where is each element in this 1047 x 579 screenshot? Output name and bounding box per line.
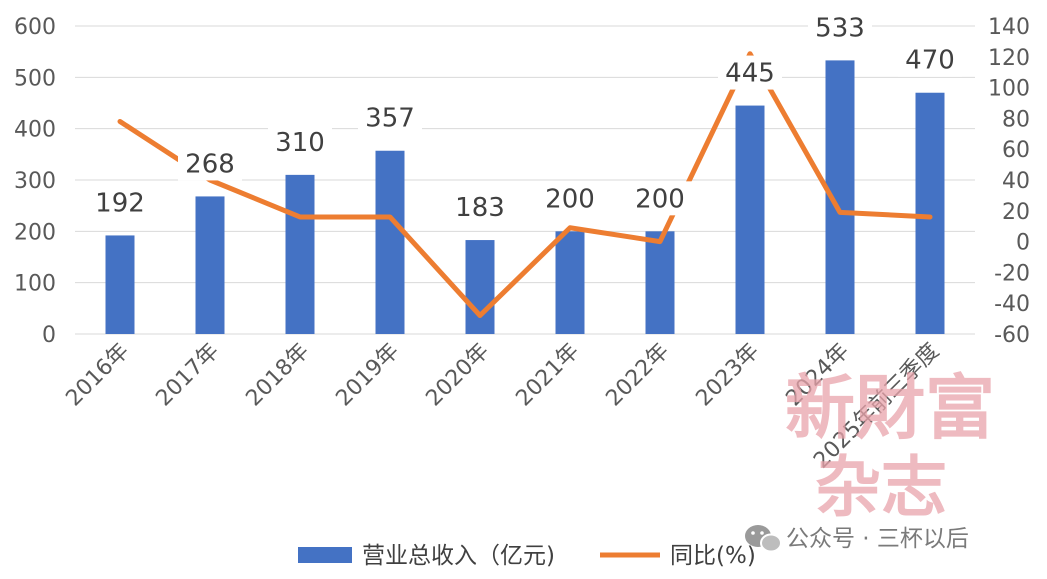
data-label-bg — [628, 181, 692, 216]
data-label-bg — [178, 146, 242, 181]
left-axis: 0 100 200 300 400 500 600 — [14, 15, 56, 348]
data-label-bg — [808, 10, 872, 45]
right-tick-label: -60 — [994, 323, 1030, 348]
right-tick-label: 100 — [988, 77, 1030, 102]
bar — [645, 231, 675, 334]
left-tick-label: 0 — [42, 323, 56, 348]
right-tick-label: -20 — [994, 261, 1030, 286]
left-tick-label: 400 — [14, 118, 56, 143]
bar — [375, 150, 405, 334]
data-labels: 192 268 310 357 183 200 200 445 533 470 — [88, 10, 962, 225]
data-label: 445 — [725, 59, 775, 89]
right-tick-label: 40 — [1002, 169, 1030, 194]
data-label-bg — [538, 181, 602, 216]
x-tick-label: 2017年 — [151, 339, 224, 412]
data-label-bg — [88, 185, 152, 220]
x-tick-label: 2020年 — [421, 339, 494, 412]
bar — [195, 196, 225, 334]
right-tick-label: -40 — [994, 292, 1030, 317]
left-tick-label: 500 — [14, 66, 56, 91]
x-tick-label: 2016年 — [61, 339, 134, 412]
left-tick-label: 300 — [14, 169, 56, 194]
legend-line-label: 同比(%) — [670, 543, 756, 569]
right-tick-label: 120 — [988, 46, 1030, 71]
legend: 营业总收入（亿元) 同比(%) — [298, 543, 756, 569]
right-tick-label: 140 — [988, 15, 1030, 40]
watermark-line2: 杂志 — [815, 448, 947, 526]
data-label: 357 — [365, 104, 415, 134]
wechat-text: 公众号 · 三杯以后 — [786, 526, 969, 552]
wechat-icon — [745, 525, 782, 553]
right-axis: -60 -40 -20 0 20 40 60 80 100 120 140 — [988, 15, 1030, 348]
data-label: 200 — [545, 184, 595, 214]
legend-bar-label: 营业总收入（亿元) — [362, 543, 555, 569]
right-tick-label: 60 — [1002, 138, 1030, 163]
x-tick-label: 2023年 — [691, 339, 764, 412]
data-label: 533 — [815, 13, 865, 43]
wechat-tag: 公众号 · 三杯以后 — [745, 525, 969, 553]
data-label: 200 — [635, 184, 685, 214]
data-label: 268 — [185, 149, 235, 179]
left-tick-label: 100 — [14, 272, 56, 297]
watermark: 新財富 杂志 — [785, 366, 995, 526]
right-tick-label: 20 — [1002, 200, 1030, 225]
bar — [915, 92, 945, 334]
bar — [735, 105, 765, 334]
line-series — [117, 51, 933, 319]
bar-series — [105, 60, 945, 334]
data-label: 470 — [905, 46, 955, 76]
legend-bar-swatch — [298, 547, 352, 563]
right-tick-label: 0 — [1016, 231, 1030, 256]
x-tick-label: 2019年 — [331, 339, 404, 412]
x-tick-label: 2021年 — [511, 339, 584, 412]
bar — [105, 235, 135, 334]
data-label-bg — [358, 100, 422, 135]
data-label-bg — [718, 55, 782, 90]
data-label-bg — [268, 124, 332, 159]
line-path — [117, 51, 933, 319]
left-tick-label: 600 — [14, 15, 56, 40]
bar — [465, 240, 495, 334]
data-label-bg — [898, 42, 962, 77]
data-label: 310 — [275, 128, 325, 158]
x-tick-label: 2022年 — [601, 339, 674, 412]
x-tick-label: 2018年 — [241, 339, 314, 412]
right-tick-label: 80 — [1002, 107, 1030, 132]
watermark-line1: 新財富 — [785, 366, 995, 449]
data-label: 183 — [455, 193, 505, 223]
bar — [555, 231, 585, 334]
left-tick-label: 200 — [14, 220, 56, 245]
data-label-bg — [448, 190, 512, 225]
bar — [285, 174, 315, 334]
data-label: 192 — [95, 188, 145, 218]
